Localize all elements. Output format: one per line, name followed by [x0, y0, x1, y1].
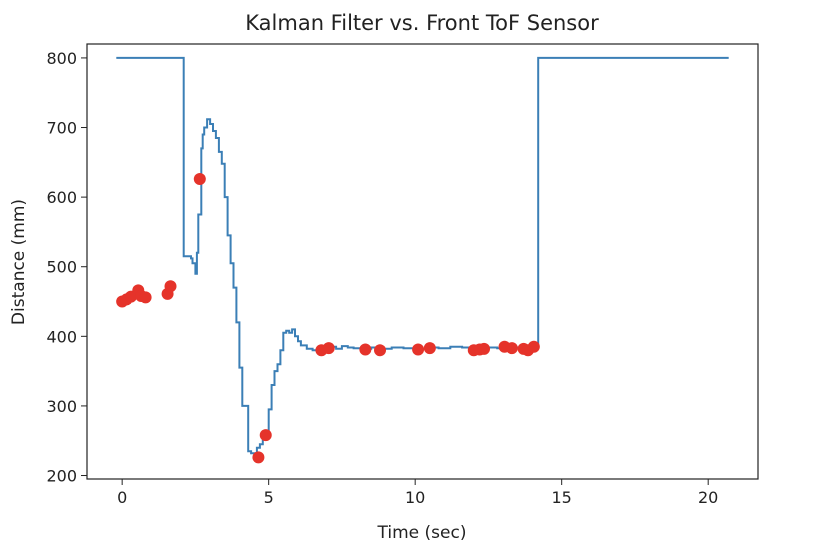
tof-sensor-point [359, 343, 372, 356]
x-tick-label: 5 [264, 488, 274, 507]
x-tick-label: 20 [698, 488, 718, 507]
tof-sensor-point [193, 173, 206, 186]
x-axis: 0 5 10 15 20 [117, 479, 718, 507]
plot-area [116, 56, 729, 464]
y-tick-label: 400 [46, 327, 77, 346]
plot-frame [86, 43, 759, 480]
x-tick-label: 0 [117, 488, 127, 507]
x-axis-label: Time (sec) [377, 523, 467, 543]
tof-sensor-point [412, 343, 425, 356]
tof-sensor-point [527, 340, 540, 353]
tof-sensor-point [423, 342, 436, 355]
tof-sensor-point [322, 342, 335, 355]
kalman-filter-line [116, 56, 729, 455]
chart-title: Kalman Filter vs. Front ToF Sensor [245, 11, 599, 35]
y-tick-label: 200 [46, 467, 77, 486]
y-axis: 200 300 400 500 600 700 800 [46, 49, 87, 486]
tof-sensor-point [478, 342, 491, 355]
y-tick-label: 600 [46, 188, 77, 207]
tof-sensor-point [259, 429, 272, 442]
y-tick-label: 300 [46, 397, 77, 416]
tof-sensor-point [505, 342, 518, 355]
tof-sensor-point [139, 291, 152, 304]
tof-sensor-point [374, 344, 387, 357]
y-tick-label: 700 [46, 119, 77, 138]
x-tick-label: 10 [405, 488, 425, 507]
y-axis-label: Distance (mm) [9, 199, 29, 325]
x-tick-label: 15 [552, 488, 572, 507]
y-tick-label: 800 [46, 49, 77, 68]
y-tick-label: 500 [46, 258, 77, 277]
tof-sensor-point [252, 451, 265, 464]
tof-sensor-point [164, 280, 177, 293]
